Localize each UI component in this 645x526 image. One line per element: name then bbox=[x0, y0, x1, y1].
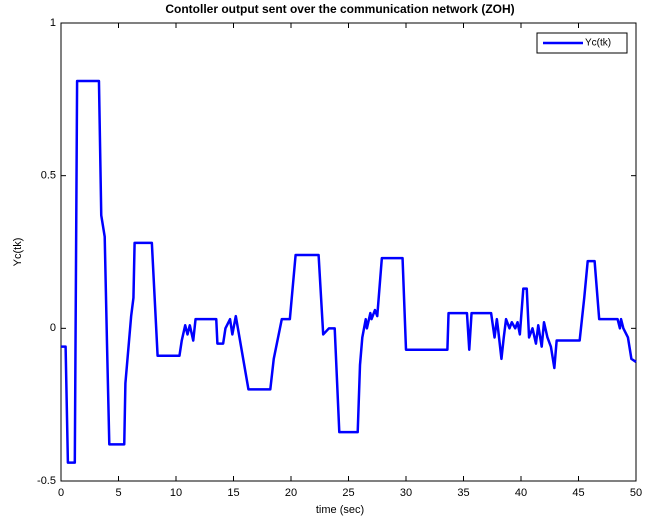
x-tick-label: 50 bbox=[630, 487, 642, 499]
y-axis-label: Yc(tk) bbox=[12, 238, 24, 267]
x-tick-label: 15 bbox=[227, 487, 239, 499]
x-tick-label: 40 bbox=[515, 487, 527, 499]
x-axis-label: time (sec) bbox=[316, 504, 364, 516]
x-tick-label: 35 bbox=[457, 487, 469, 499]
x-tick-label: 30 bbox=[400, 487, 412, 499]
x-tick-label: 25 bbox=[342, 487, 354, 499]
x-tick-label: 5 bbox=[115, 487, 121, 499]
data-line bbox=[61, 79, 637, 464]
y-tick-label: -0.5 bbox=[37, 475, 56, 487]
legend-label: Yc(tk) bbox=[585, 38, 611, 49]
x-tick-label: 10 bbox=[170, 487, 182, 499]
x-tick-label: 20 bbox=[285, 487, 297, 499]
x-tick-label: 45 bbox=[572, 487, 584, 499]
x-tick-label: 0 bbox=[58, 487, 64, 499]
y-tick-label: 1 bbox=[50, 17, 56, 29]
y-tick-label: 0.5 bbox=[41, 170, 56, 182]
chart-title: Contoller output sent over the communica… bbox=[165, 2, 514, 16]
y-tick-label: 0 bbox=[50, 322, 56, 334]
